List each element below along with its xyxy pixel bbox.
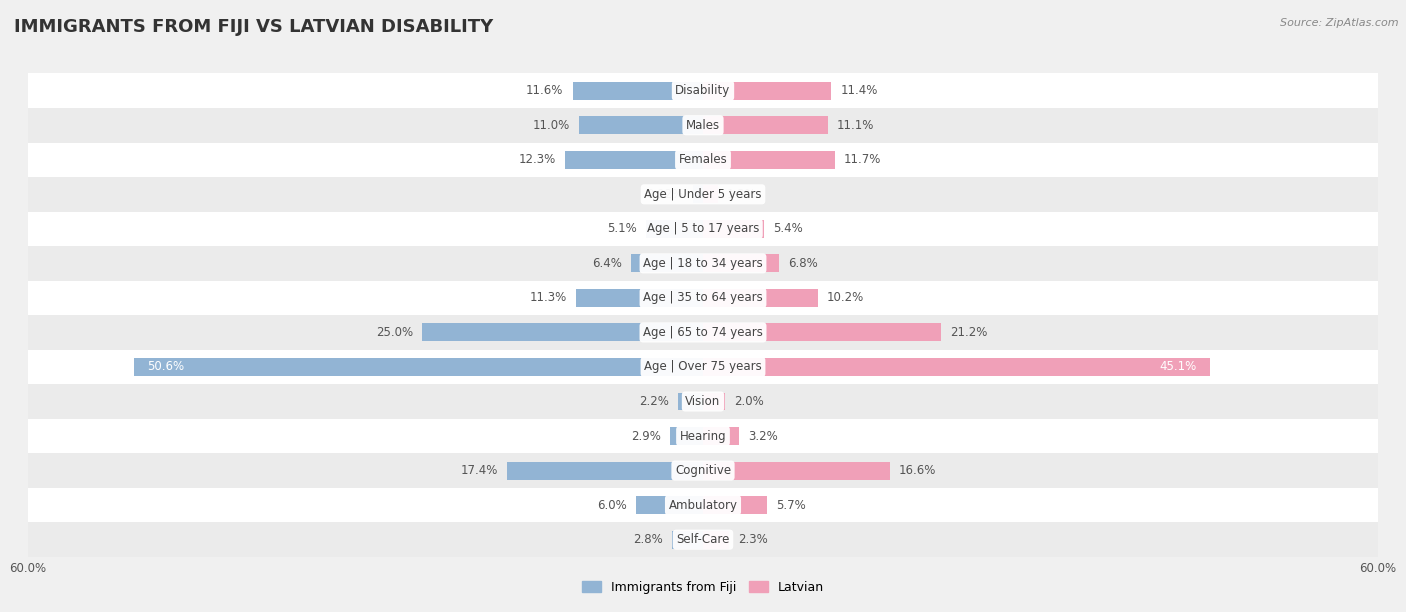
Text: 2.2%: 2.2% (640, 395, 669, 408)
Bar (565, 151, 703, 169)
Bar (671, 427, 703, 445)
Bar (693, 185, 703, 203)
Legend: Immigrants from Fiji, Latvian: Immigrants from Fiji, Latvian (578, 576, 828, 599)
Text: 11.6%: 11.6% (526, 84, 564, 97)
Text: 6.4%: 6.4% (592, 257, 621, 270)
Text: 6.8%: 6.8% (789, 257, 818, 270)
Text: 5.7%: 5.7% (776, 499, 806, 512)
Text: Ambulatory: Ambulatory (668, 499, 738, 512)
Bar (703, 461, 890, 480)
Text: Cognitive: Cognitive (675, 464, 731, 477)
Bar (572, 82, 703, 100)
Text: Age | 18 to 34 years: Age | 18 to 34 years (643, 257, 763, 270)
Text: Age | 35 to 64 years: Age | 35 to 64 years (643, 291, 763, 304)
Bar (422, 324, 703, 341)
Text: 2.0%: 2.0% (734, 395, 765, 408)
Text: 11.4%: 11.4% (841, 84, 877, 97)
Text: IMMIGRANTS FROM FIJI VS LATVIAN DISABILITY: IMMIGRANTS FROM FIJI VS LATVIAN DISABILI… (14, 18, 494, 36)
Text: Females: Females (679, 153, 727, 166)
Bar (631, 255, 703, 272)
Text: 2.8%: 2.8% (633, 533, 662, 546)
Bar (672, 531, 703, 548)
Text: 6.0%: 6.0% (596, 499, 627, 512)
Bar (28, 281, 1378, 315)
Text: 11.7%: 11.7% (844, 153, 882, 166)
Bar (703, 255, 779, 272)
Text: Hearing: Hearing (679, 430, 727, 442)
Text: 3.2%: 3.2% (748, 430, 778, 442)
Text: 11.1%: 11.1% (837, 119, 875, 132)
Bar (703, 289, 818, 307)
Bar (703, 358, 1211, 376)
Bar (636, 496, 703, 514)
Text: 2.3%: 2.3% (738, 533, 768, 546)
Text: 45.1%: 45.1% (1160, 360, 1197, 373)
Bar (576, 289, 703, 307)
Text: 2.9%: 2.9% (631, 430, 661, 442)
Text: 50.6%: 50.6% (148, 360, 184, 373)
Text: 0.92%: 0.92% (647, 188, 683, 201)
Text: Age | Under 5 years: Age | Under 5 years (644, 188, 762, 201)
Bar (28, 108, 1378, 143)
Bar (703, 185, 717, 203)
Bar (703, 531, 728, 548)
Text: 12.3%: 12.3% (519, 153, 555, 166)
Bar (28, 488, 1378, 523)
Text: 25.0%: 25.0% (375, 326, 413, 339)
Text: 11.0%: 11.0% (533, 119, 571, 132)
Bar (703, 82, 831, 100)
Text: 11.3%: 11.3% (530, 291, 567, 304)
Text: Age | 65 to 74 years: Age | 65 to 74 years (643, 326, 763, 339)
Text: 1.3%: 1.3% (727, 188, 756, 201)
Text: Males: Males (686, 119, 720, 132)
Bar (703, 220, 763, 238)
Bar (703, 427, 740, 445)
Bar (28, 523, 1378, 557)
Bar (28, 315, 1378, 349)
Bar (508, 461, 703, 480)
Text: Source: ZipAtlas.com: Source: ZipAtlas.com (1281, 18, 1399, 28)
Bar (28, 143, 1378, 177)
Text: 21.2%: 21.2% (950, 326, 988, 339)
Bar (28, 419, 1378, 453)
Bar (579, 116, 703, 134)
Text: Disability: Disability (675, 84, 731, 97)
Text: Self-Care: Self-Care (676, 533, 730, 546)
Text: 5.4%: 5.4% (773, 222, 803, 236)
Bar (678, 392, 703, 411)
Text: 10.2%: 10.2% (827, 291, 863, 304)
Text: Age | Over 75 years: Age | Over 75 years (644, 360, 762, 373)
Bar (28, 384, 1378, 419)
Bar (703, 324, 942, 341)
Bar (28, 177, 1378, 212)
Bar (28, 212, 1378, 246)
Bar (28, 453, 1378, 488)
Bar (703, 151, 835, 169)
Bar (28, 73, 1378, 108)
Text: 5.1%: 5.1% (607, 222, 637, 236)
Bar (703, 392, 725, 411)
Text: Age | 5 to 17 years: Age | 5 to 17 years (647, 222, 759, 236)
Bar (134, 358, 703, 376)
Bar (645, 220, 703, 238)
Text: 16.6%: 16.6% (898, 464, 936, 477)
Bar (28, 246, 1378, 281)
Bar (703, 116, 828, 134)
Text: Vision: Vision (685, 395, 721, 408)
Bar (703, 496, 768, 514)
Bar (28, 349, 1378, 384)
Text: 17.4%: 17.4% (461, 464, 498, 477)
